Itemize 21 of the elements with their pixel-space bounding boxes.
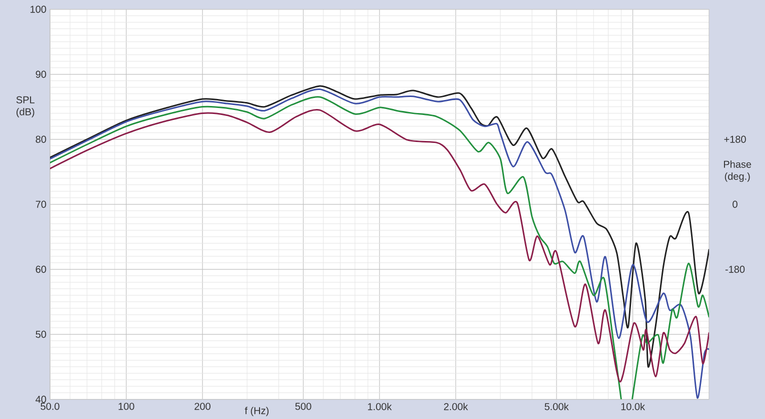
y-axis-title: SPL (dB) [16,96,34,118]
x-tick-label: 5.00k [544,402,569,410]
x-tick-label: 1.00k [368,402,392,410]
y-tick-label: 70 [36,200,46,208]
y-tick-label: 40 [36,396,46,403]
x-tick-label: 50.0 [40,402,60,410]
x-tick-label: 200 [194,402,210,410]
y-tick-label: 50 [36,330,46,338]
x-tick-label: 10.0k [621,402,646,410]
y-tick-label: 90 [36,70,46,78]
y-tick-label: 100 [30,6,46,13]
x-tick-label: 500 [295,402,312,410]
x-axis-title: f (Hz) [244,406,269,416]
x-tick-label: 2.00k [444,402,468,410]
y-tick-label: 60 [36,266,46,273]
y-tick-label: 80 [36,136,46,143]
y2-axis-title: Phase (deg.) [724,160,752,182]
y2-tick-label: 0 [732,200,738,208]
y2-tick-label: +180 [724,136,746,143]
y2-tick-label: -180 [725,266,745,273]
x-tick-label: 100 [118,402,134,410]
